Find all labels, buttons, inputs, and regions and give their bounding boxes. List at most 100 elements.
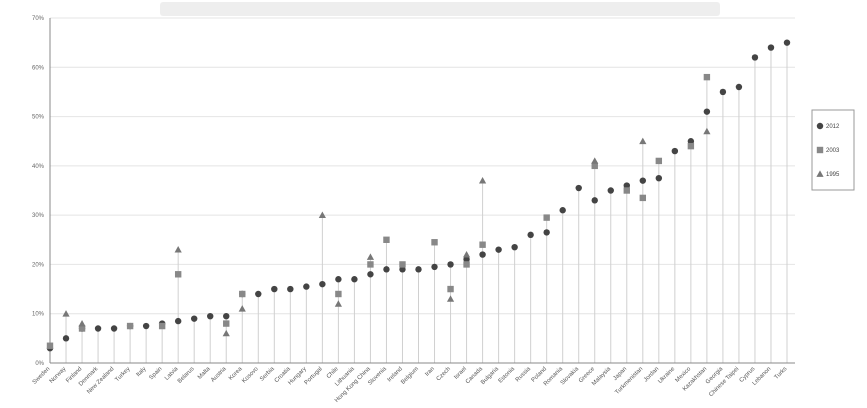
x-category-label: Czech — [436, 366, 452, 382]
point-1995 — [78, 319, 86, 327]
x-category-label: Sweden — [32, 366, 52, 386]
x-category-label: Slovakia — [560, 366, 581, 387]
point-2012 — [543, 229, 550, 236]
point-2012 — [623, 182, 630, 189]
y-tick-label: 50% — [32, 115, 45, 121]
legend-label: 2012 — [826, 124, 840, 130]
point-2012 — [383, 266, 390, 273]
point-2012 — [62, 335, 70, 342]
y-tick-labels: 0% 10% 20% 30% 40% 50% 60% 70% — [32, 16, 45, 367]
point-2012 — [687, 138, 695, 145]
point-2012 — [94, 325, 102, 332]
point-2003 — [174, 271, 182, 278]
point-1995 — [446, 295, 455, 302]
y-tick-label: 60% — [32, 65, 45, 71]
point-2012 — [575, 184, 582, 192]
x-category-label: Turks — [774, 366, 789, 381]
axes — [49, 18, 795, 364]
point-2012 — [415, 266, 422, 273]
point-2012 — [463, 256, 470, 263]
x-category-label: Chile — [326, 366, 340, 380]
point-2003 — [383, 236, 390, 243]
y-tick-label: 40% — [32, 164, 45, 170]
point-1995 — [238, 305, 246, 312]
x-category-label: Spain — [148, 366, 163, 381]
point-2012 — [559, 207, 566, 214]
point-1995 — [174, 246, 182, 253]
point-1995 — [366, 253, 375, 260]
point-2012 — [639, 177, 647, 184]
point-1995 — [591, 157, 599, 164]
y-tick-label: 30% — [32, 213, 45, 219]
point-2003 — [591, 162, 598, 170]
point-2012 — [783, 39, 791, 46]
point-2012 — [671, 147, 679, 155]
point-2012 — [495, 246, 502, 253]
point-2003 — [431, 239, 438, 246]
x-category-label: Israel — [453, 366, 468, 381]
point-2003 — [687, 142, 695, 150]
point-2012 — [703, 108, 711, 115]
legend-label: 1995 — [826, 172, 840, 178]
y-tick-label: 10% — [32, 312, 45, 318]
data-points — [46, 39, 791, 352]
point-2012 — [367, 271, 374, 278]
point-1995 — [639, 137, 647, 145]
point-2003 — [158, 322, 166, 330]
point-2012 — [767, 44, 775, 51]
point-2012 — [607, 187, 614, 194]
point-2012 — [479, 251, 486, 258]
point-2003 — [223, 320, 230, 327]
point-2003 — [399, 261, 406, 268]
point-2012 — [190, 315, 198, 322]
point-2003 — [78, 325, 86, 332]
point-2012 — [447, 261, 454, 268]
x-category-label: Slovenia — [367, 366, 388, 387]
point-1995 — [62, 310, 70, 317]
legend-label: 2003 — [826, 148, 840, 154]
point-2003 — [335, 290, 342, 298]
x-category-label: Ukraine — [657, 366, 676, 385]
point-2012 — [287, 285, 294, 293]
point-2003 — [703, 73, 711, 81]
point-2003 — [126, 322, 134, 330]
point-2012 — [207, 312, 214, 320]
point-2012 — [303, 283, 310, 290]
point-2012 — [255, 290, 262, 298]
point-2012 — [335, 276, 342, 283]
point-2012 — [431, 263, 438, 271]
point-2003 — [367, 261, 374, 268]
x-category-label: Chinese Taipei — [708, 366, 740, 398]
legend-marker-1995 — [816, 170, 824, 177]
point-2003 — [623, 187, 630, 194]
point-2012 — [719, 88, 727, 96]
x-category-label: Iran — [424, 366, 436, 378]
legend: 2012 2003 1995 — [811, 109, 855, 191]
point-2012 — [511, 243, 518, 251]
x-category-label: Austria — [210, 366, 228, 384]
x-category-label: Kosovo — [241, 366, 260, 385]
point-2003 — [463, 261, 470, 268]
x-category-label: Estonia — [498, 366, 517, 385]
point-2012 — [142, 322, 150, 330]
legend-marker-2003 — [816, 146, 824, 154]
point-2003 — [479, 241, 486, 248]
point-2012 — [271, 285, 278, 293]
point-2012 — [223, 312, 230, 320]
x-category-label: Italy — [136, 366, 148, 378]
point-2012 — [110, 325, 118, 332]
x-category-label: Russia — [515, 366, 533, 384]
grid — [50, 17, 795, 364]
point-2012 — [655, 174, 663, 182]
point-2003 — [543, 214, 550, 221]
point-2012 — [527, 231, 534, 239]
y-tick-label: 0% — [35, 361, 44, 367]
point-2003 — [46, 342, 54, 349]
x-category-label: Turkey — [114, 366, 131, 383]
point-2003 — [655, 157, 663, 165]
point-2012 — [751, 54, 759, 61]
point-1995 — [462, 250, 471, 258]
point-2003 — [239, 290, 246, 298]
